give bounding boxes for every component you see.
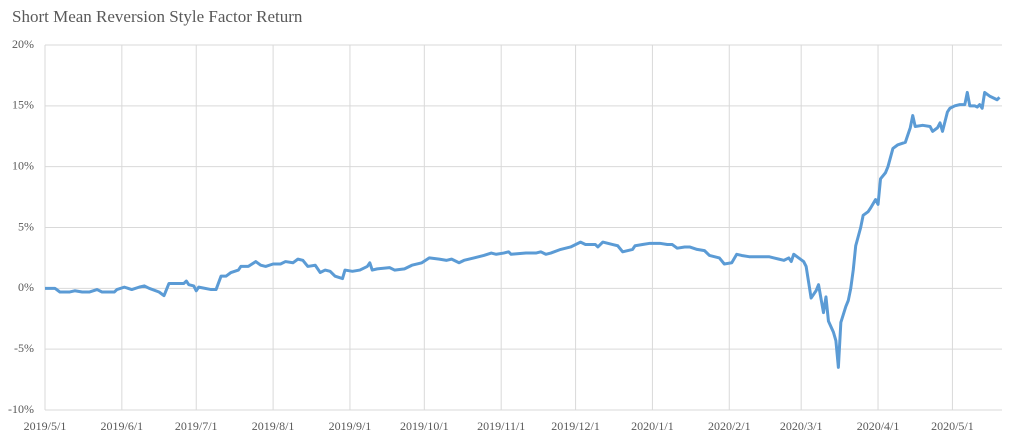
y-tick-label: 0% [18, 280, 34, 294]
x-tick-label: 2019/12/1 [551, 419, 600, 433]
y-tick-label: 20% [12, 37, 34, 51]
x-tick-label: 2020/2/1 [708, 419, 751, 433]
data-line [45, 90, 1001, 369]
x-tick-label: 2019/6/1 [101, 419, 144, 433]
x-tick-label: 2019/11/1 [477, 419, 525, 433]
x-tick-label: 2019/5/1 [24, 419, 67, 433]
x-tick-label: 2020/3/1 [780, 419, 823, 433]
x-tick-label: 2020/4/1 [857, 419, 900, 433]
chart-title: Short Mean Reversion Style Factor Return [12, 7, 303, 26]
x-tick-label: 2020/5/1 [931, 419, 974, 433]
x-tick-label: 2020/1/1 [631, 419, 674, 433]
y-tick-label: 15% [12, 98, 34, 112]
x-tick-label: 2019/9/1 [329, 419, 372, 433]
y-tick-label: -10% [8, 402, 34, 416]
y-tick-label: -5% [14, 341, 34, 355]
x-tick-label: 2019/10/1 [400, 419, 449, 433]
x-tick-label: 2019/7/1 [175, 419, 218, 433]
y-tick-label: 5% [18, 219, 34, 233]
x-tick-label: 2019/8/1 [252, 419, 295, 433]
y-tick-label: 10% [12, 158, 34, 172]
